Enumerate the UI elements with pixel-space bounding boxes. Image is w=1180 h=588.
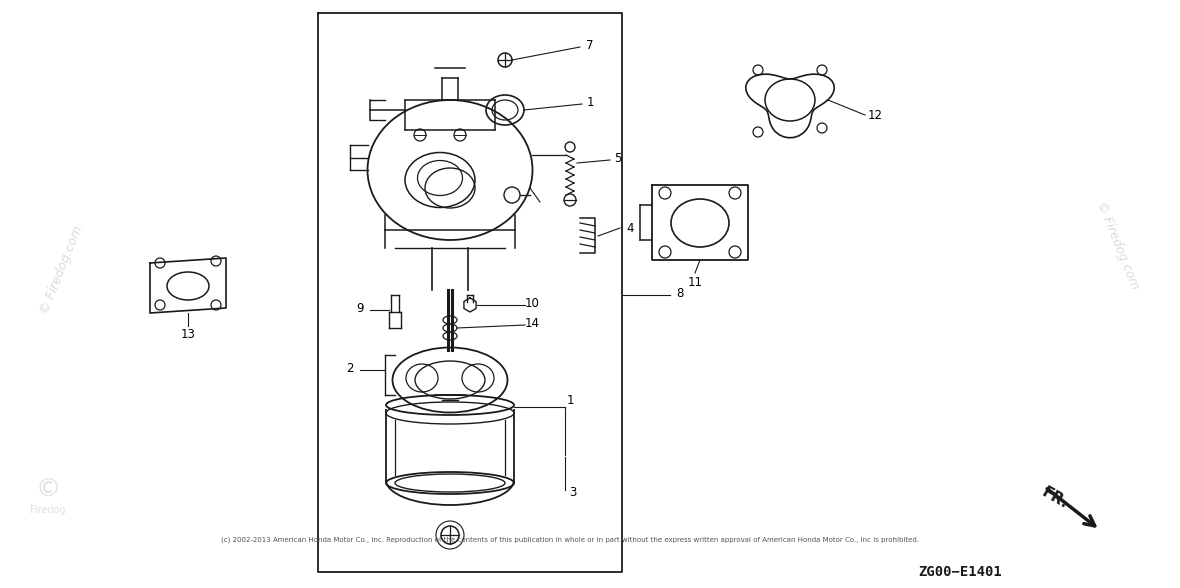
Text: 7: 7 xyxy=(586,38,594,52)
Text: 14: 14 xyxy=(524,316,539,329)
Text: 4: 4 xyxy=(627,222,634,235)
Text: (c) 2002-2013 American Honda Motor Co., Inc. Reproduction of the contents of thi: (c) 2002-2013 American Honda Motor Co., … xyxy=(221,537,919,543)
Text: 11: 11 xyxy=(688,276,702,289)
Text: 9: 9 xyxy=(356,302,363,315)
Text: 10: 10 xyxy=(525,296,539,309)
Text: ZG00−E1401: ZG00−E1401 xyxy=(918,565,1002,579)
Text: 1: 1 xyxy=(586,95,594,109)
Text: Firedog: Firedog xyxy=(31,505,66,515)
Text: 2: 2 xyxy=(346,362,354,375)
Text: 8: 8 xyxy=(676,286,683,299)
Text: 5: 5 xyxy=(615,152,622,165)
Text: © Firedog.com: © Firedog.com xyxy=(1094,199,1142,291)
Text: 13: 13 xyxy=(181,328,196,340)
Text: ©: © xyxy=(35,478,60,502)
Text: FR.: FR. xyxy=(1040,485,1071,512)
Text: 12: 12 xyxy=(867,109,883,122)
Text: 1: 1 xyxy=(566,393,573,406)
Text: © Firedog.com: © Firedog.com xyxy=(38,224,86,316)
Text: 3: 3 xyxy=(569,486,577,499)
